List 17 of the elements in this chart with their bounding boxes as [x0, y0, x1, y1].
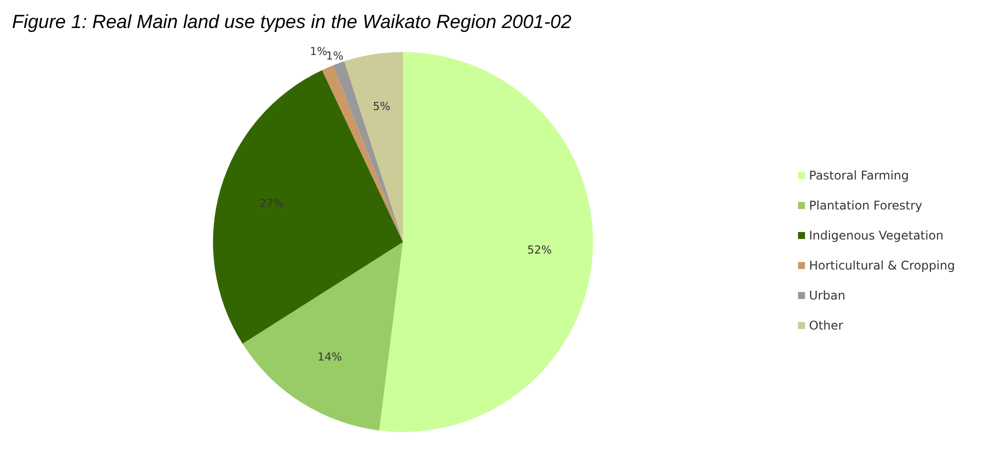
legend-label: Horticultural & Cropping	[809, 258, 955, 272]
legend-label: Plantation Forestry	[809, 198, 922, 212]
pie-slice	[242, 242, 403, 430]
data-label: 52%	[527, 244, 552, 257]
data-label: 1%	[310, 44, 328, 58]
data-label: 14%	[317, 350, 342, 364]
pie-slice	[322, 65, 403, 242]
data-label: 5%	[372, 100, 390, 113]
legend-label: Other	[809, 318, 844, 332]
pie-slice	[333, 61, 403, 242]
legend-label: Indigenous Vegetation	[809, 228, 944, 242]
pie-slice	[213, 70, 403, 344]
data-label: 1%	[326, 50, 344, 63]
chart-title: Figure 1: Real Main land use types in the Waikato Region 2001-02	[12, 12, 572, 33]
legend-label: Urban	[809, 288, 846, 302]
pie-slice	[344, 52, 403, 242]
legend-label: Pastoral Farming	[809, 168, 909, 182]
